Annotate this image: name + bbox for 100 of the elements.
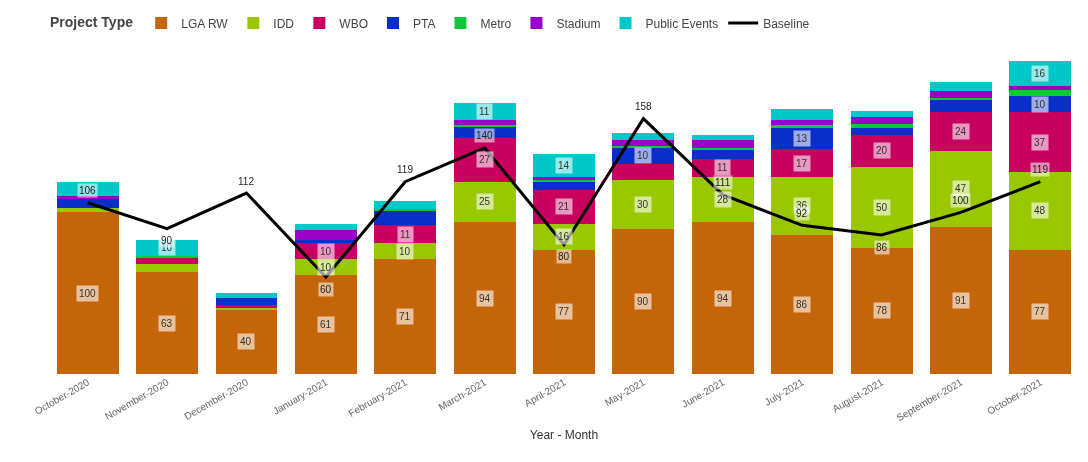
bar <box>533 249 595 374</box>
bar <box>771 120 834 126</box>
legend-label: Baseline <box>763 16 810 31</box>
bar <box>771 176 834 236</box>
bar <box>929 81 992 92</box>
data-label: 16 <box>558 231 570 242</box>
data-label: 17 <box>796 158 808 169</box>
data-label: 60 <box>320 284 332 295</box>
legend-label: IDD <box>273 16 295 31</box>
data-label: 106 <box>79 185 97 196</box>
bar <box>533 223 595 250</box>
data-label: 48 <box>1034 205 1046 216</box>
bar <box>374 259 437 374</box>
bar <box>691 139 754 148</box>
data-label: 27 <box>479 154 491 165</box>
bar <box>56 212 119 374</box>
bar <box>136 264 199 273</box>
data-label: 10 <box>637 150 649 161</box>
bar <box>929 99 992 113</box>
bar <box>453 138 516 182</box>
bar <box>453 222 516 374</box>
bar <box>374 210 437 226</box>
bar <box>1009 89 1072 97</box>
data-label: 37 <box>1034 137 1046 148</box>
data-label: 86 <box>796 299 808 310</box>
data-label: 10 <box>399 246 411 257</box>
bar <box>612 163 675 181</box>
bar <box>56 196 119 200</box>
bar <box>374 201 437 210</box>
data-label: 14 <box>558 160 570 171</box>
bar <box>533 181 595 190</box>
data-label: 10 <box>1034 99 1046 110</box>
data-label: 40 <box>240 336 252 347</box>
data-label: 10 <box>320 246 332 257</box>
bar <box>533 154 595 177</box>
bar <box>533 189 595 224</box>
bar <box>294 275 357 374</box>
data-label: 61 <box>320 319 332 330</box>
bar <box>771 108 834 121</box>
bar <box>771 235 834 374</box>
legend-label: WBO <box>339 16 369 31</box>
data-label: 80 <box>558 251 570 262</box>
bar <box>374 243 437 260</box>
data-label: 119 <box>397 164 414 175</box>
bar <box>215 309 278 374</box>
legend-label: Stadium <box>556 16 601 31</box>
data-label: 112 <box>238 176 255 187</box>
bar <box>850 117 913 124</box>
x-axis-title: Year - Month <box>529 428 599 443</box>
bar <box>771 128 834 150</box>
data-label: 86 <box>876 242 888 253</box>
data-label: 90 <box>637 296 649 307</box>
data-label: 11 <box>479 106 490 117</box>
bar <box>691 134 754 140</box>
bar <box>929 112 992 151</box>
bar <box>1009 249 1072 374</box>
legend-label: LGA RW <box>181 16 229 31</box>
data-label: 25 <box>479 196 491 207</box>
bar <box>691 159 754 177</box>
data-label: 94 <box>479 293 491 304</box>
data-label: 63 <box>161 318 173 329</box>
bar <box>929 226 992 374</box>
bar <box>691 176 754 223</box>
bar <box>691 149 754 160</box>
data-label: 111 <box>715 177 731 188</box>
bar <box>453 181 516 223</box>
data-label: 10 <box>320 262 332 273</box>
bar <box>850 128 913 135</box>
data-label: 158 <box>635 101 653 112</box>
data-label: 50 <box>876 202 888 213</box>
bar <box>691 222 754 374</box>
data-label: 21 <box>558 201 570 212</box>
bar <box>929 91 992 98</box>
data-label: 77 <box>558 306 570 317</box>
data-label: 16 <box>1034 68 1046 79</box>
data-label: 140 <box>476 130 494 141</box>
legend-label: Public Events <box>645 16 719 31</box>
data-label: 100 <box>952 195 970 206</box>
data-label: 119 <box>1032 164 1049 175</box>
bar <box>1009 172 1072 250</box>
bar <box>533 176 595 181</box>
bar <box>929 150 992 227</box>
data-label: 92 <box>796 208 808 219</box>
legend-label: Metro <box>480 16 512 31</box>
data-label: 100 <box>79 288 97 299</box>
data-label: 28 <box>717 194 729 205</box>
bar <box>294 230 357 240</box>
bar <box>1009 60 1072 87</box>
data-label: 47 <box>955 183 967 194</box>
bar <box>294 223 357 231</box>
data-label: 11 <box>717 162 728 173</box>
bar <box>771 149 834 177</box>
bar <box>850 134 913 168</box>
bar <box>215 293 278 299</box>
data-label: 24 <box>955 126 967 137</box>
data-label: 91 <box>955 295 967 306</box>
data-label: 71 <box>399 311 411 322</box>
data-label: 77 <box>1034 306 1046 317</box>
bar <box>612 147 675 164</box>
bar <box>1009 96 1072 113</box>
